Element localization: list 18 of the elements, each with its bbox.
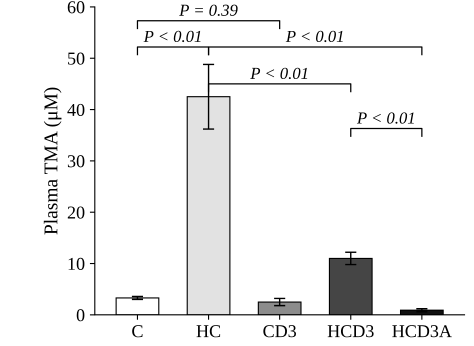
y-tick-label: 60 (68, 1, 84, 14)
y-tick-label: 40 (67, 104, 84, 116)
annotation: P < 0.01 (286, 30, 343, 42)
x-tick-label: HCD3 (328, 325, 374, 338)
y-tick-label: 30 (68, 155, 84, 168)
y-tick-label: 10 (68, 258, 84, 270)
y-tick-label: 50 (68, 52, 84, 65)
x-tick-label: HCD3A (392, 325, 452, 338)
x-tick-label: CD3 (263, 325, 296, 338)
annotation: P < 0.01 (356, 112, 414, 124)
x-tick-label: C (132, 325, 142, 338)
annotation: P < 0.01 (144, 30, 201, 42)
y-tick-label: 20 (68, 206, 84, 219)
x-tick-label: HC (196, 325, 220, 338)
annotation: P = 0.39 (179, 4, 238, 16)
annotation: P < 0.01 (250, 68, 308, 80)
y-axis-title: Plasma TMA (μM) (44, 88, 62, 235)
y-tick-label: 0 (76, 309, 84, 322)
